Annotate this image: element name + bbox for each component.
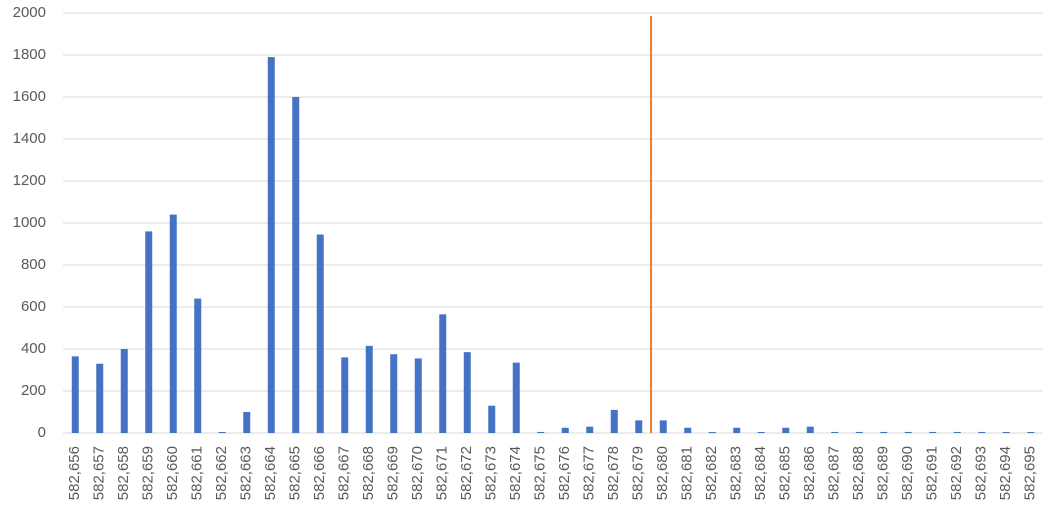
x-tick-label: 582,673	[483, 446, 500, 500]
x-tick-label: 582,664	[262, 446, 279, 500]
x-tick-label: 582,682	[703, 446, 720, 500]
x-tick-label: 582,693	[973, 446, 990, 500]
x-tick-label: 582,683	[728, 446, 745, 500]
bar	[169, 214, 177, 433]
x-tick-label: 582,656	[66, 446, 83, 500]
bar	[782, 427, 790, 433]
x-tick-label: 582,665	[287, 446, 304, 500]
x-tick-label: 582,659	[140, 446, 157, 500]
y-tick-label: 1800	[13, 46, 46, 63]
bar	[831, 431, 839, 433]
x-tick-label: 582,692	[948, 446, 965, 500]
bar	[635, 420, 643, 433]
x-tick-label: 582,687	[826, 446, 843, 500]
bar	[439, 314, 447, 433]
x-tick-label: 582,677	[581, 446, 598, 500]
bar	[684, 427, 692, 433]
x-tick-label: 582,670	[409, 446, 426, 500]
bar	[218, 431, 226, 433]
x-tick-label: 582,674	[507, 446, 524, 500]
bar	[929, 431, 937, 433]
x-tick-label: 582,695	[1022, 446, 1039, 500]
bar	[561, 427, 569, 433]
x-tick-label: 582,661	[189, 446, 206, 500]
x-tick-label: 582,676	[556, 446, 573, 500]
bar	[610, 409, 618, 433]
x-tick-label: 582,689	[875, 446, 892, 500]
x-tick-label: 582,667	[336, 446, 353, 500]
bar	[243, 412, 251, 433]
bar	[537, 431, 545, 433]
y-tick-label: 1000	[13, 214, 46, 231]
y-tick-label: 1400	[13, 130, 46, 147]
x-tick-label: 582,662	[213, 446, 230, 500]
bar	[96, 363, 104, 433]
x-tick-label: 582,669	[385, 446, 402, 500]
bar	[586, 426, 594, 433]
bar	[390, 354, 398, 433]
x-tick-label: 582,690	[899, 446, 916, 500]
x-tick-label: 582,688	[850, 446, 867, 500]
bar	[463, 352, 471, 433]
bar	[488, 405, 496, 433]
bar	[512, 362, 520, 433]
x-tick-label: 582,671	[434, 446, 451, 500]
bar	[194, 298, 202, 433]
x-tick-label: 582,660	[164, 446, 181, 500]
bar	[978, 431, 986, 433]
x-tick-label: 582,680	[654, 446, 671, 500]
bar	[1027, 431, 1035, 433]
x-tick-label: 582,679	[630, 446, 647, 500]
bar	[880, 431, 888, 433]
y-tick-label: 1600	[13, 88, 46, 105]
bar	[267, 57, 275, 433]
bar	[316, 234, 324, 433]
bar	[1002, 431, 1010, 433]
bar	[659, 420, 667, 433]
bar	[733, 427, 741, 433]
bar	[806, 426, 814, 433]
x-tick-label: 582,684	[752, 446, 769, 500]
bar	[953, 431, 961, 433]
y-tick-label: 800	[21, 256, 46, 273]
bar	[145, 231, 153, 433]
bar	[708, 431, 716, 433]
bar	[341, 357, 349, 433]
bar	[855, 431, 863, 433]
y-tick-label: 2000	[13, 4, 46, 21]
x-tick-label: 582,675	[532, 446, 549, 500]
x-tick-label: 582,681	[679, 446, 696, 500]
x-tick-label: 582,666	[311, 446, 328, 500]
x-tick-label: 582,672	[458, 446, 475, 500]
x-tick-label: 582,658	[115, 446, 132, 500]
y-tick-label: 200	[21, 382, 46, 399]
x-tick-label: 582,686	[801, 446, 818, 500]
bar	[904, 431, 912, 433]
bar	[414, 358, 422, 433]
bar	[292, 97, 300, 433]
y-tick-label: 0	[38, 424, 46, 441]
x-tick-label: 582,694	[997, 446, 1014, 500]
x-tick-label: 582,678	[605, 446, 622, 500]
y-tick-label: 600	[21, 298, 46, 315]
x-tick-label: 582,691	[924, 446, 941, 500]
x-tick-label: 582,668	[360, 446, 377, 500]
y-tick-label: 1200	[13, 172, 46, 189]
bar	[71, 356, 79, 433]
x-tick-label: 582,657	[91, 446, 108, 500]
x-tick-label: 582,685	[777, 446, 794, 500]
x-tick-label: 582,663	[238, 446, 255, 500]
bar	[120, 349, 128, 433]
bar	[365, 345, 373, 433]
y-tick-label: 400	[21, 340, 46, 357]
bar	[757, 431, 765, 433]
